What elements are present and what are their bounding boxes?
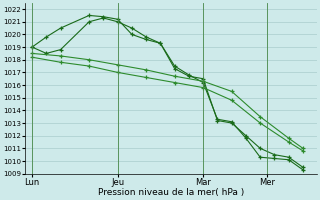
X-axis label: Pression niveau de la mer( hPa ): Pression niveau de la mer( hPa ) [98,188,244,197]
